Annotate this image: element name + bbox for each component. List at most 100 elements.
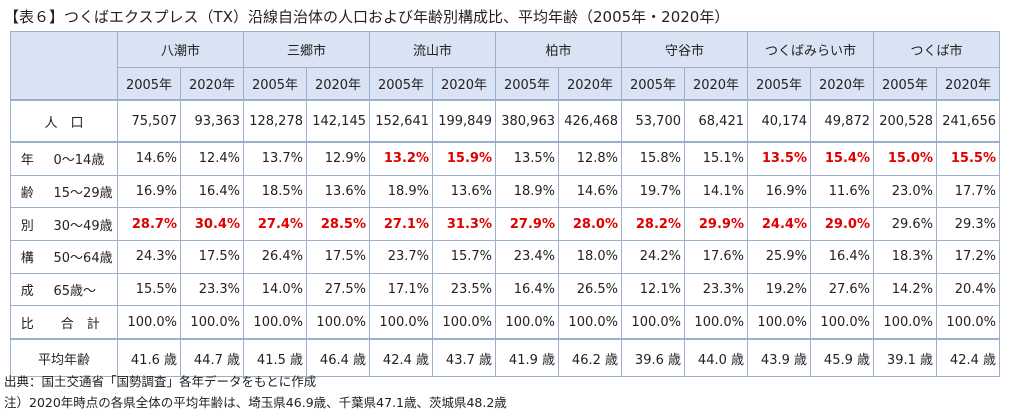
population-cell: 128,278 bbox=[243, 99, 307, 143]
footnote: 注）2020年時点の各県全体の平均年齢は、埼玉県46.9歳、千葉県47.1歳、茨… bbox=[4, 395, 507, 410]
age-row: 別 30〜49歳 28.7% 30.4% 27.4% 28.5% 27.1% 31.3% 27.… bbox=[10, 207, 1000, 242]
average-age-cell: 39.1 歳 bbox=[873, 338, 937, 378]
age-share-cell: 29.9% bbox=[684, 207, 748, 242]
age-share-cell: 17.5% bbox=[306, 240, 370, 274]
age-share-cell: 13.5% bbox=[747, 140, 811, 176]
source-note: 出典：国土交通省「国勢調査」各年データをもとに作成 bbox=[4, 374, 317, 389]
year-header: 2005年 bbox=[369, 67, 433, 101]
age-share-cell: 100.0% bbox=[810, 305, 874, 340]
age-share-cell: 15.8% bbox=[621, 140, 685, 176]
population-label: 人 口 bbox=[10, 99, 118, 143]
age-share-cell: 20.4% bbox=[936, 272, 1000, 307]
age-share-cell: 29.0% bbox=[810, 207, 874, 242]
age-share-cell: 23.7% bbox=[369, 240, 433, 274]
age-share-cell: 27.9% bbox=[495, 207, 559, 242]
age-share-cell: 12.9% bbox=[306, 140, 370, 176]
average-age-label: 平均年齢 bbox=[10, 338, 118, 378]
age-share-cell: 13.6% bbox=[306, 174, 370, 209]
year-header: 2020年 bbox=[180, 67, 244, 101]
year-header: 2005年 bbox=[495, 67, 559, 101]
age-share-cell: 18.5% bbox=[243, 174, 307, 209]
age-share-cell: 30.4% bbox=[180, 207, 244, 242]
average-age-cell: 39.6 歳 bbox=[621, 338, 685, 378]
age-row: 年 0〜14歳 14.6% 12.4% 13.7% 12.9% 13.2% 15.9% 13.5… bbox=[10, 140, 1000, 176]
age-share-cell: 27.5% bbox=[306, 272, 370, 307]
age-share-cell: 100.0% bbox=[117, 305, 181, 340]
age-section-char: 別 bbox=[10, 207, 44, 242]
age-share-cell: 29.3% bbox=[936, 207, 1000, 242]
age-share-cell: 17.1% bbox=[369, 272, 433, 307]
age-share-cell: 28.2% bbox=[621, 207, 685, 242]
age-share-cell: 100.0% bbox=[369, 305, 433, 340]
age-share-cell: 14.1% bbox=[684, 174, 748, 209]
age-share-cell: 24.4% bbox=[747, 207, 811, 242]
age-group-label: 15〜29歳 bbox=[43, 174, 118, 209]
age-share-cell: 28.7% bbox=[117, 207, 181, 242]
age-share-cell: 16.9% bbox=[747, 174, 811, 209]
population-cell: 93,363 bbox=[180, 99, 244, 143]
age-share-cell: 100.0% bbox=[684, 305, 748, 340]
age-share-cell: 15.4% bbox=[810, 140, 874, 176]
age-share-cell: 27.6% bbox=[810, 272, 874, 307]
average-age-cell: 43.7 歳 bbox=[432, 338, 496, 378]
age-share-cell: 12.8% bbox=[558, 140, 622, 176]
population-table: 八潮市 三郷市 流山市 柏市 守谷市 つくばみらい市 つくば市 2005年 2020年 2005… bbox=[10, 31, 1000, 378]
age-share-cell: 18.0% bbox=[558, 240, 622, 274]
population-cell: 40,174 bbox=[747, 99, 811, 143]
age-share-cell: 100.0% bbox=[495, 305, 559, 340]
year-header: 2005年 bbox=[873, 67, 937, 101]
age-row: 構 50〜64歳 24.3% 17.5% 26.4% 17.5% 23.7% 15.7% 23.… bbox=[10, 240, 1000, 274]
year-header: 2020年 bbox=[306, 67, 370, 101]
table-title: 【表６】つくばエクスプレス（TX）沿線自治体の人口および年齢別構成比、平均年齢（… bbox=[4, 8, 730, 26]
age-section-char: 年 bbox=[10, 140, 44, 176]
age-share-cell: 14.0% bbox=[243, 272, 307, 307]
city-header: 三郷市 bbox=[243, 31, 370, 68]
age-share-cell: 100.0% bbox=[306, 305, 370, 340]
year-header: 2005年 bbox=[243, 67, 307, 101]
average-age-cell: 41.6 歳 bbox=[117, 338, 181, 378]
year-header: 2005年 bbox=[747, 67, 811, 101]
age-share-cell: 26.5% bbox=[558, 272, 622, 307]
age-share-cell: 23.3% bbox=[684, 272, 748, 307]
age-share-cell: 16.4% bbox=[495, 272, 559, 307]
average-age-cell: 44.0 歳 bbox=[684, 338, 748, 378]
age-share-cell: 14.6% bbox=[117, 140, 181, 176]
age-share-cell: 17.5% bbox=[180, 240, 244, 274]
age-group-label: 合 計 bbox=[43, 305, 118, 340]
header-corner bbox=[10, 31, 118, 101]
age-group-label: 50〜64歳 bbox=[43, 240, 118, 274]
city-header: つくばみらい市 bbox=[747, 31, 874, 68]
age-share-cell: 100.0% bbox=[432, 305, 496, 340]
population-cell: 75,507 bbox=[117, 99, 181, 143]
age-section-char: 成 bbox=[10, 272, 44, 307]
age-share-cell: 19.2% bbox=[747, 272, 811, 307]
average-age-cell: 46.2 歳 bbox=[558, 338, 622, 378]
average-age-row: 平均年齢 41.6 歳 44.7 歳 41.5 歳 46.4 歳 42.4 歳 43.7 歳… bbox=[10, 338, 1000, 378]
age-share-cell: 18.3% bbox=[873, 240, 937, 274]
age-share-cell: 28.5% bbox=[306, 207, 370, 242]
age-share-cell: 15.5% bbox=[936, 140, 1000, 176]
year-header: 2005年 bbox=[117, 67, 181, 101]
age-share-cell: 11.6% bbox=[810, 174, 874, 209]
year-header: 2020年 bbox=[432, 67, 496, 101]
age-share-cell: 15.7% bbox=[432, 240, 496, 274]
age-row: 比合 計 100.0% 100.0% 100.0% 100.0% 100.0% 100.0%… bbox=[10, 305, 1000, 340]
city-header: 柏市 bbox=[495, 31, 622, 68]
age-share-cell: 100.0% bbox=[936, 305, 1000, 340]
age-share-cell: 14.2% bbox=[873, 272, 937, 307]
population-cell: 152,641 bbox=[369, 99, 433, 143]
age-share-cell: 14.6% bbox=[558, 174, 622, 209]
average-age-cell: 42.4 歳 bbox=[936, 338, 1000, 378]
age-row: 齢 15〜29歳 16.9% 16.4% 18.5% 13.6% 18.9% 13.6% 18.… bbox=[10, 174, 1000, 209]
age-share-cell: 24.2% bbox=[621, 240, 685, 274]
year-header: 2020年 bbox=[810, 67, 874, 101]
age-share-cell: 18.9% bbox=[495, 174, 559, 209]
age-share-cell: 23.0% bbox=[873, 174, 937, 209]
age-share-cell: 16.4% bbox=[810, 240, 874, 274]
population-cell: 380,963 bbox=[495, 99, 559, 143]
population-cell: 199,849 bbox=[432, 99, 496, 143]
age-share-cell: 31.3% bbox=[432, 207, 496, 242]
age-share-cell: 15.5% bbox=[117, 272, 181, 307]
age-section-char: 構 bbox=[10, 240, 44, 274]
age-share-cell: 15.9% bbox=[432, 140, 496, 176]
